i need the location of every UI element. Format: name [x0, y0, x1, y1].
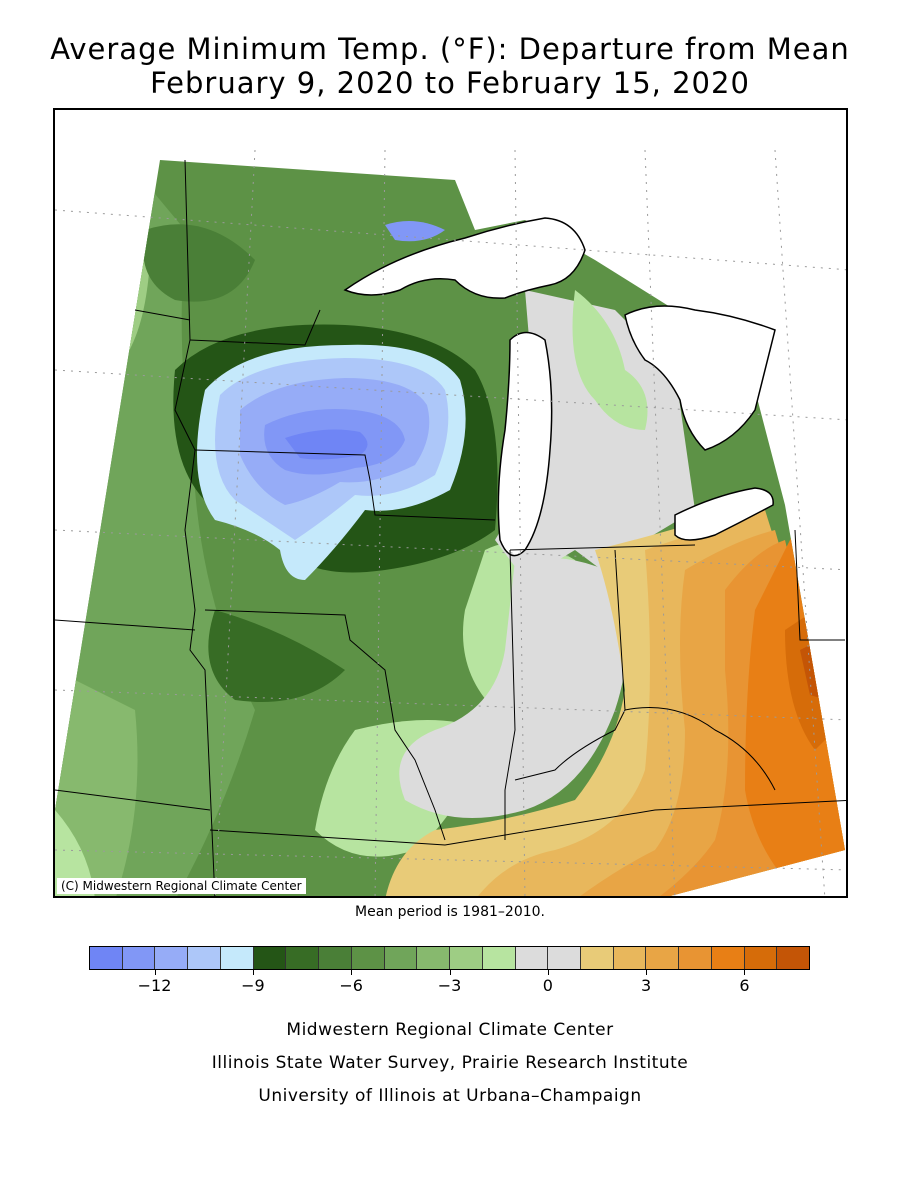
- contour-michigan-green-patch: [572, 290, 648, 430]
- credit-line-2: Illinois State Water Survey, Prairie Res…: [211, 1053, 689, 1073]
- legend-tick-mark: [154, 970, 156, 975]
- legend-swatch: [515, 947, 549, 969]
- credit-line-3: University of Illinois at Urbana–Champai…: [258, 1086, 642, 1106]
- state-boundaries: [55, 159, 846, 896]
- legend-swatch: [90, 947, 123, 969]
- mean-period-note: Mean period is 1981–2010.: [355, 904, 545, 920]
- legend-tick-label: −3: [437, 976, 462, 995]
- legend-swatch: [351, 947, 385, 969]
- contour-warm-darker-orange: [745, 530, 845, 890]
- map-title: Average Minimum Temp. (°F): Departure fr…: [50, 32, 850, 66]
- lake-erie: [674, 487, 774, 541]
- legend-ticks: −12 −9 −6 −3 0 3 6: [89, 970, 810, 1000]
- legend-swatch: [155, 947, 189, 969]
- graticule: [55, 149, 846, 896]
- legend-swatch: [319, 947, 352, 969]
- legend-swatch: [417, 947, 451, 969]
- legend-swatch: [711, 947, 745, 969]
- legend-tick-label: 3: [641, 976, 652, 995]
- legend-colorbar: [89, 946, 810, 970]
- contour-deep-blue: [285, 429, 368, 460]
- legend-swatch: [613, 947, 647, 969]
- map-date-range: February 9, 2020 to February 15, 2020: [150, 66, 750, 100]
- contour-sw-pale-green: [55, 810, 95, 896]
- copyright-label: (C) Midwestern Regional Climate Center: [57, 878, 306, 894]
- contour-central-dark-green: [208, 610, 345, 702]
- anomaly-map: [55, 149, 846, 896]
- legend-tick-label: 6: [739, 976, 750, 995]
- legend-swatch: [646, 947, 680, 969]
- legend-tick-mark: [547, 970, 549, 975]
- legend-swatch: [220, 947, 254, 969]
- legend-swatch: [286, 947, 320, 969]
- legend-swatch: [253, 947, 287, 969]
- legend-tick-mark: [351, 970, 353, 975]
- legend-swatch: [122, 947, 156, 969]
- legend-swatch: [548, 947, 582, 969]
- legend-tick-mark: [449, 970, 451, 975]
- legend-swatch: [679, 947, 712, 969]
- credit-line-1: Midwestern Regional Climate Center: [286, 1020, 614, 1040]
- lake-superior: [343, 217, 586, 299]
- legend-tick-mark: [252, 970, 254, 975]
- legend-tick-label: −12: [137, 976, 172, 995]
- lake-huron: [624, 305, 776, 451]
- legend-tick-label: −6: [339, 976, 363, 995]
- legend-tick-label: 0: [542, 976, 553, 995]
- legend-swatch: [384, 947, 418, 969]
- legend-swatch: [450, 947, 483, 969]
- legend-swatch: [744, 947, 778, 969]
- legend-swatch: [777, 947, 810, 969]
- legend-tick-label: −9: [241, 976, 265, 995]
- legend-swatch: [188, 947, 221, 969]
- contour-north-mid-green: [143, 224, 255, 302]
- legend-swatch: [581, 947, 614, 969]
- legend-tick-mark: [646, 970, 648, 975]
- legend-swatch: [482, 947, 516, 969]
- map-frame: (C) Midwestern Regional Climate Center: [53, 108, 848, 898]
- legend-tick-mark: [744, 970, 746, 975]
